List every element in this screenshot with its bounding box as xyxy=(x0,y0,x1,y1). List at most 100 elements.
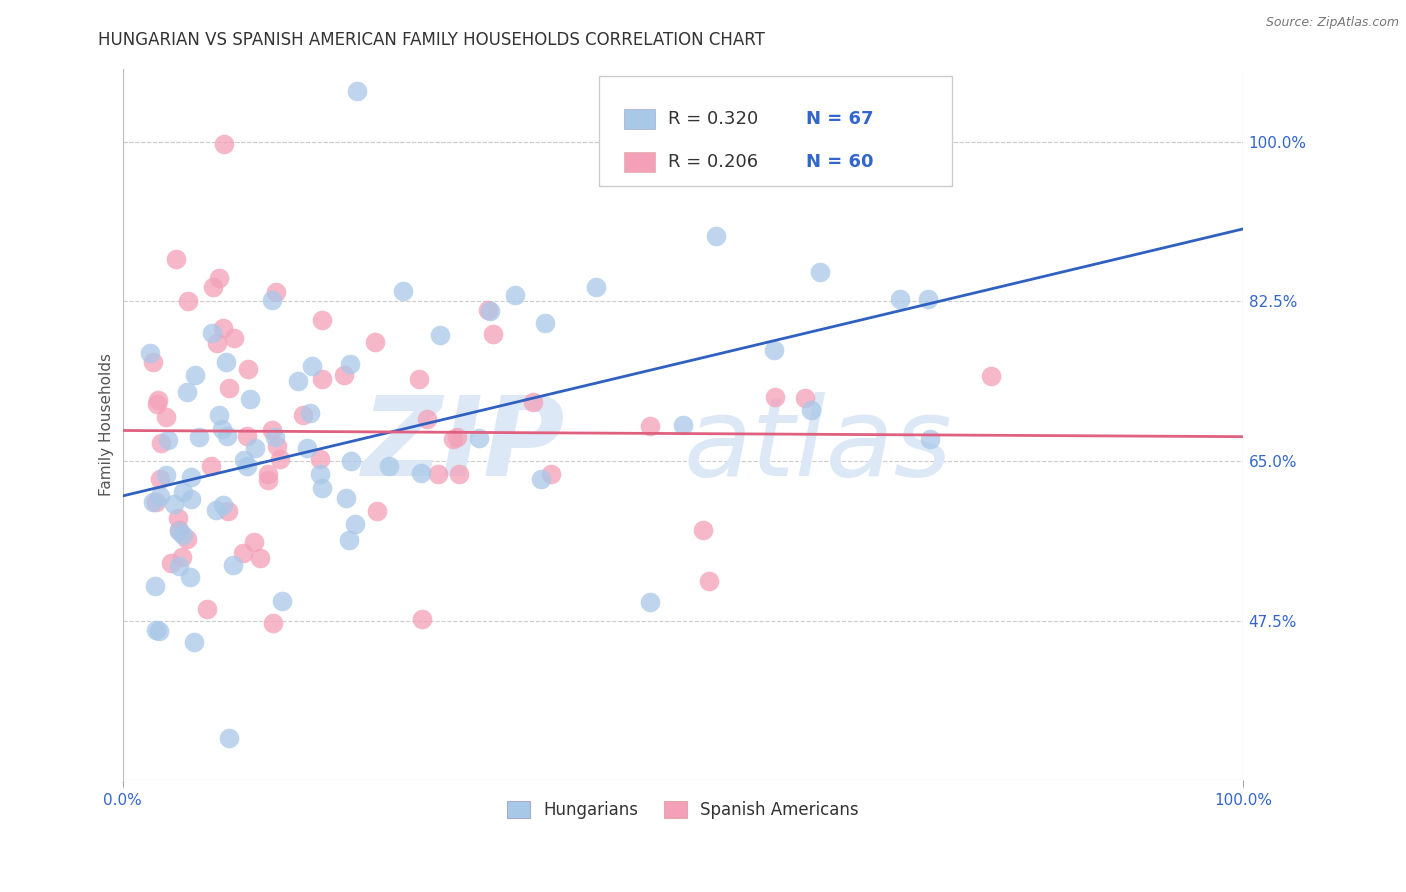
Point xyxy=(205,502,228,516)
Point xyxy=(149,489,172,503)
Point xyxy=(449,467,471,481)
Point xyxy=(793,392,815,406)
Point xyxy=(298,406,321,420)
Point xyxy=(762,343,785,357)
Point xyxy=(179,570,201,584)
Point xyxy=(235,428,257,442)
Point xyxy=(208,270,231,285)
Point xyxy=(415,412,437,426)
Point xyxy=(200,459,222,474)
Point xyxy=(208,408,231,422)
Point xyxy=(195,601,218,615)
Point xyxy=(222,558,245,572)
Point xyxy=(167,523,190,537)
Point xyxy=(335,491,357,506)
Point xyxy=(176,532,198,546)
Point xyxy=(340,453,363,467)
Point xyxy=(980,368,1002,383)
Point xyxy=(427,467,450,481)
Point xyxy=(215,355,238,369)
FancyBboxPatch shape xyxy=(623,110,655,129)
Point xyxy=(540,467,562,481)
Point xyxy=(184,368,207,382)
Text: atlas: atlas xyxy=(683,392,952,500)
Point xyxy=(308,451,330,466)
Point xyxy=(212,137,235,152)
Point xyxy=(257,473,280,487)
Point xyxy=(159,556,181,570)
Point xyxy=(165,252,187,266)
Point xyxy=(166,510,188,524)
Point xyxy=(180,491,202,506)
Point xyxy=(222,331,245,345)
Point xyxy=(800,402,823,417)
Point xyxy=(311,372,333,386)
Point xyxy=(236,362,259,376)
Point xyxy=(232,546,254,560)
Point xyxy=(346,84,368,98)
Point xyxy=(167,524,190,538)
Point xyxy=(187,430,209,444)
Point xyxy=(366,504,388,518)
Point xyxy=(155,410,177,425)
Point xyxy=(249,550,271,565)
Point xyxy=(239,392,262,406)
Point xyxy=(170,550,193,565)
Point xyxy=(257,467,280,481)
Text: Source: ZipAtlas.com: Source: ZipAtlas.com xyxy=(1265,16,1399,29)
Point xyxy=(534,316,557,330)
Point xyxy=(142,495,165,509)
Point xyxy=(139,346,162,360)
Point xyxy=(270,594,292,608)
Point xyxy=(311,312,333,326)
Point xyxy=(245,441,267,455)
Point xyxy=(211,321,233,335)
Point xyxy=(522,394,544,409)
Point xyxy=(262,615,284,630)
Point xyxy=(243,534,266,549)
Point xyxy=(172,484,194,499)
Point xyxy=(392,284,415,298)
Text: N = 67: N = 67 xyxy=(806,111,873,128)
Point xyxy=(697,574,720,589)
Point xyxy=(339,357,361,371)
Point xyxy=(638,595,661,609)
Point xyxy=(343,516,366,531)
Point xyxy=(889,292,911,306)
Point xyxy=(148,624,170,638)
Point xyxy=(218,382,240,396)
Point xyxy=(260,424,283,438)
Point xyxy=(266,285,288,299)
Point xyxy=(202,279,225,293)
Point xyxy=(260,293,283,308)
Point xyxy=(585,280,607,294)
Point xyxy=(157,433,180,447)
Point xyxy=(529,472,551,486)
Point xyxy=(411,612,433,626)
Point xyxy=(706,228,728,243)
Point xyxy=(176,385,198,400)
Point xyxy=(211,422,233,436)
Point xyxy=(269,452,291,467)
Point xyxy=(446,430,468,444)
Point xyxy=(149,471,172,485)
Text: R = 0.320: R = 0.320 xyxy=(668,111,759,128)
Point xyxy=(163,497,186,511)
Point xyxy=(692,523,714,537)
Point xyxy=(808,265,831,279)
Text: N = 60: N = 60 xyxy=(806,153,873,170)
Legend: Hungarians, Spanish Americans: Hungarians, Spanish Americans xyxy=(501,794,866,825)
Point xyxy=(172,528,194,542)
Point xyxy=(409,466,432,480)
Point xyxy=(763,390,786,404)
Point xyxy=(408,372,430,386)
Point xyxy=(145,579,167,593)
Point xyxy=(218,731,240,745)
Point xyxy=(233,452,256,467)
Point xyxy=(364,334,387,349)
Point xyxy=(309,467,332,482)
Point xyxy=(429,327,451,342)
Point xyxy=(478,304,501,318)
Text: R = 0.206: R = 0.206 xyxy=(668,153,758,170)
Point xyxy=(217,504,239,518)
